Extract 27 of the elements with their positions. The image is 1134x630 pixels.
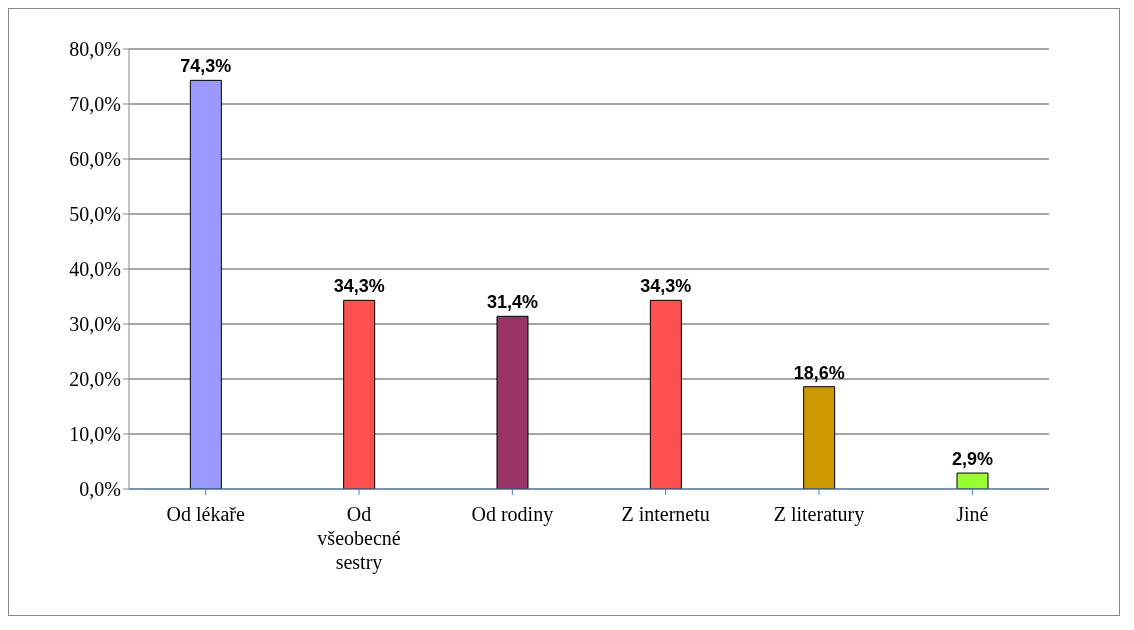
data-label: 74,3%: [180, 56, 232, 77]
x-tick-label: Od rodiny: [471, 503, 554, 526]
x-tick-label: Z internetu: [621, 503, 710, 525]
bar: [803, 386, 836, 489]
data-label: 34,3%: [333, 276, 385, 297]
bar: [649, 299, 682, 489]
y-tick-label: 30,0%: [69, 313, 121, 336]
data-label: 2,9%: [951, 449, 994, 470]
bar: [496, 315, 529, 489]
y-tick-label: 0,0%: [79, 478, 121, 501]
x-tick-label: Od lékaře: [166, 503, 245, 525]
y-tick-label: 20,0%: [69, 368, 121, 391]
y-tick-label: 40,0%: [69, 258, 121, 281]
data-label: 18,6%: [793, 362, 845, 383]
x-tick-label: Od všeobecné sestry: [317, 503, 401, 574]
x-tick-label: Jiné: [956, 503, 989, 525]
y-tick-label: 80,0%: [69, 38, 121, 61]
y-tick-label: 50,0%: [69, 203, 121, 226]
data-label: 31,4%: [486, 292, 539, 313]
bar: [343, 299, 376, 489]
data-label: 34,3%: [640, 276, 692, 297]
y-tick-label: 70,0%: [69, 93, 121, 116]
y-tick-label: 60,0%: [69, 148, 121, 171]
bar: [189, 79, 222, 489]
x-tick-label: Z literatury: [773, 503, 865, 526]
bar: [956, 472, 989, 489]
y-tick-label: 10,0%: [69, 423, 121, 446]
